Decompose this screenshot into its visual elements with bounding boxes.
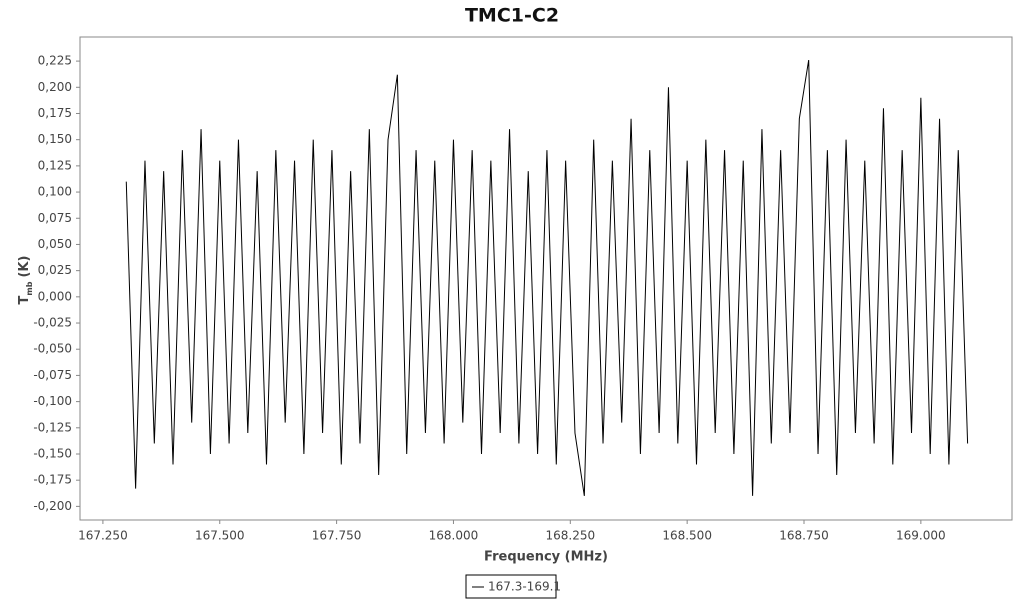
y-tick-label: -0,025	[33, 316, 72, 330]
x-tick-label: 168.000	[429, 529, 479, 543]
y-tick-label: -0,100	[33, 394, 72, 408]
y-tick-label: -0,150	[33, 446, 72, 460]
y-label-main: T	[17, 295, 32, 304]
x-tick-label: 167.250	[78, 529, 128, 543]
x-tick-label: 167.500	[195, 529, 245, 543]
y-tick-label: 0,125	[38, 158, 72, 172]
y-tick-label: 0,150	[38, 132, 72, 146]
y-tick-label: 0,000	[38, 289, 72, 303]
y-tick-label: -0,200	[33, 499, 72, 513]
plot-frame	[79, 36, 1013, 521]
y-tick-label: -0,175	[33, 473, 72, 487]
y-tick-label: 0,075	[38, 211, 72, 225]
y-tick-label: 0,175	[38, 106, 72, 120]
y-axis-label: Tmb (K)	[17, 256, 34, 305]
x-axis-label: Frequency (MHz)	[484, 550, 608, 565]
y-tick-label: 0,050	[38, 237, 72, 251]
legend-label: 167.3-169.1	[488, 580, 561, 594]
x-tick-label: 168.750	[779, 529, 829, 543]
y-tick-label: 0,025	[38, 263, 72, 277]
y-tick-label: 0,100	[38, 185, 72, 199]
y-label-unit: (K)	[17, 256, 32, 278]
series-line	[125, 59, 969, 496]
chart-title: TMC1-C2	[465, 5, 559, 27]
y-tick-label: -0,125	[33, 420, 72, 434]
x-tick-label: 169.000	[896, 529, 946, 543]
y-tick-label: 0,225	[38, 54, 72, 68]
y-label-sub: mb	[25, 281, 34, 295]
x-tick-label: 168.500	[662, 529, 712, 543]
y-tick-label: -0,050	[33, 342, 72, 356]
legend-box	[465, 574, 557, 599]
y-tick-label: -0,075	[33, 368, 72, 382]
x-tick-label: 167.750	[312, 529, 362, 543]
y-tick-label: 0,200	[38, 80, 72, 94]
x-tick-label: 168.250	[545, 529, 595, 543]
